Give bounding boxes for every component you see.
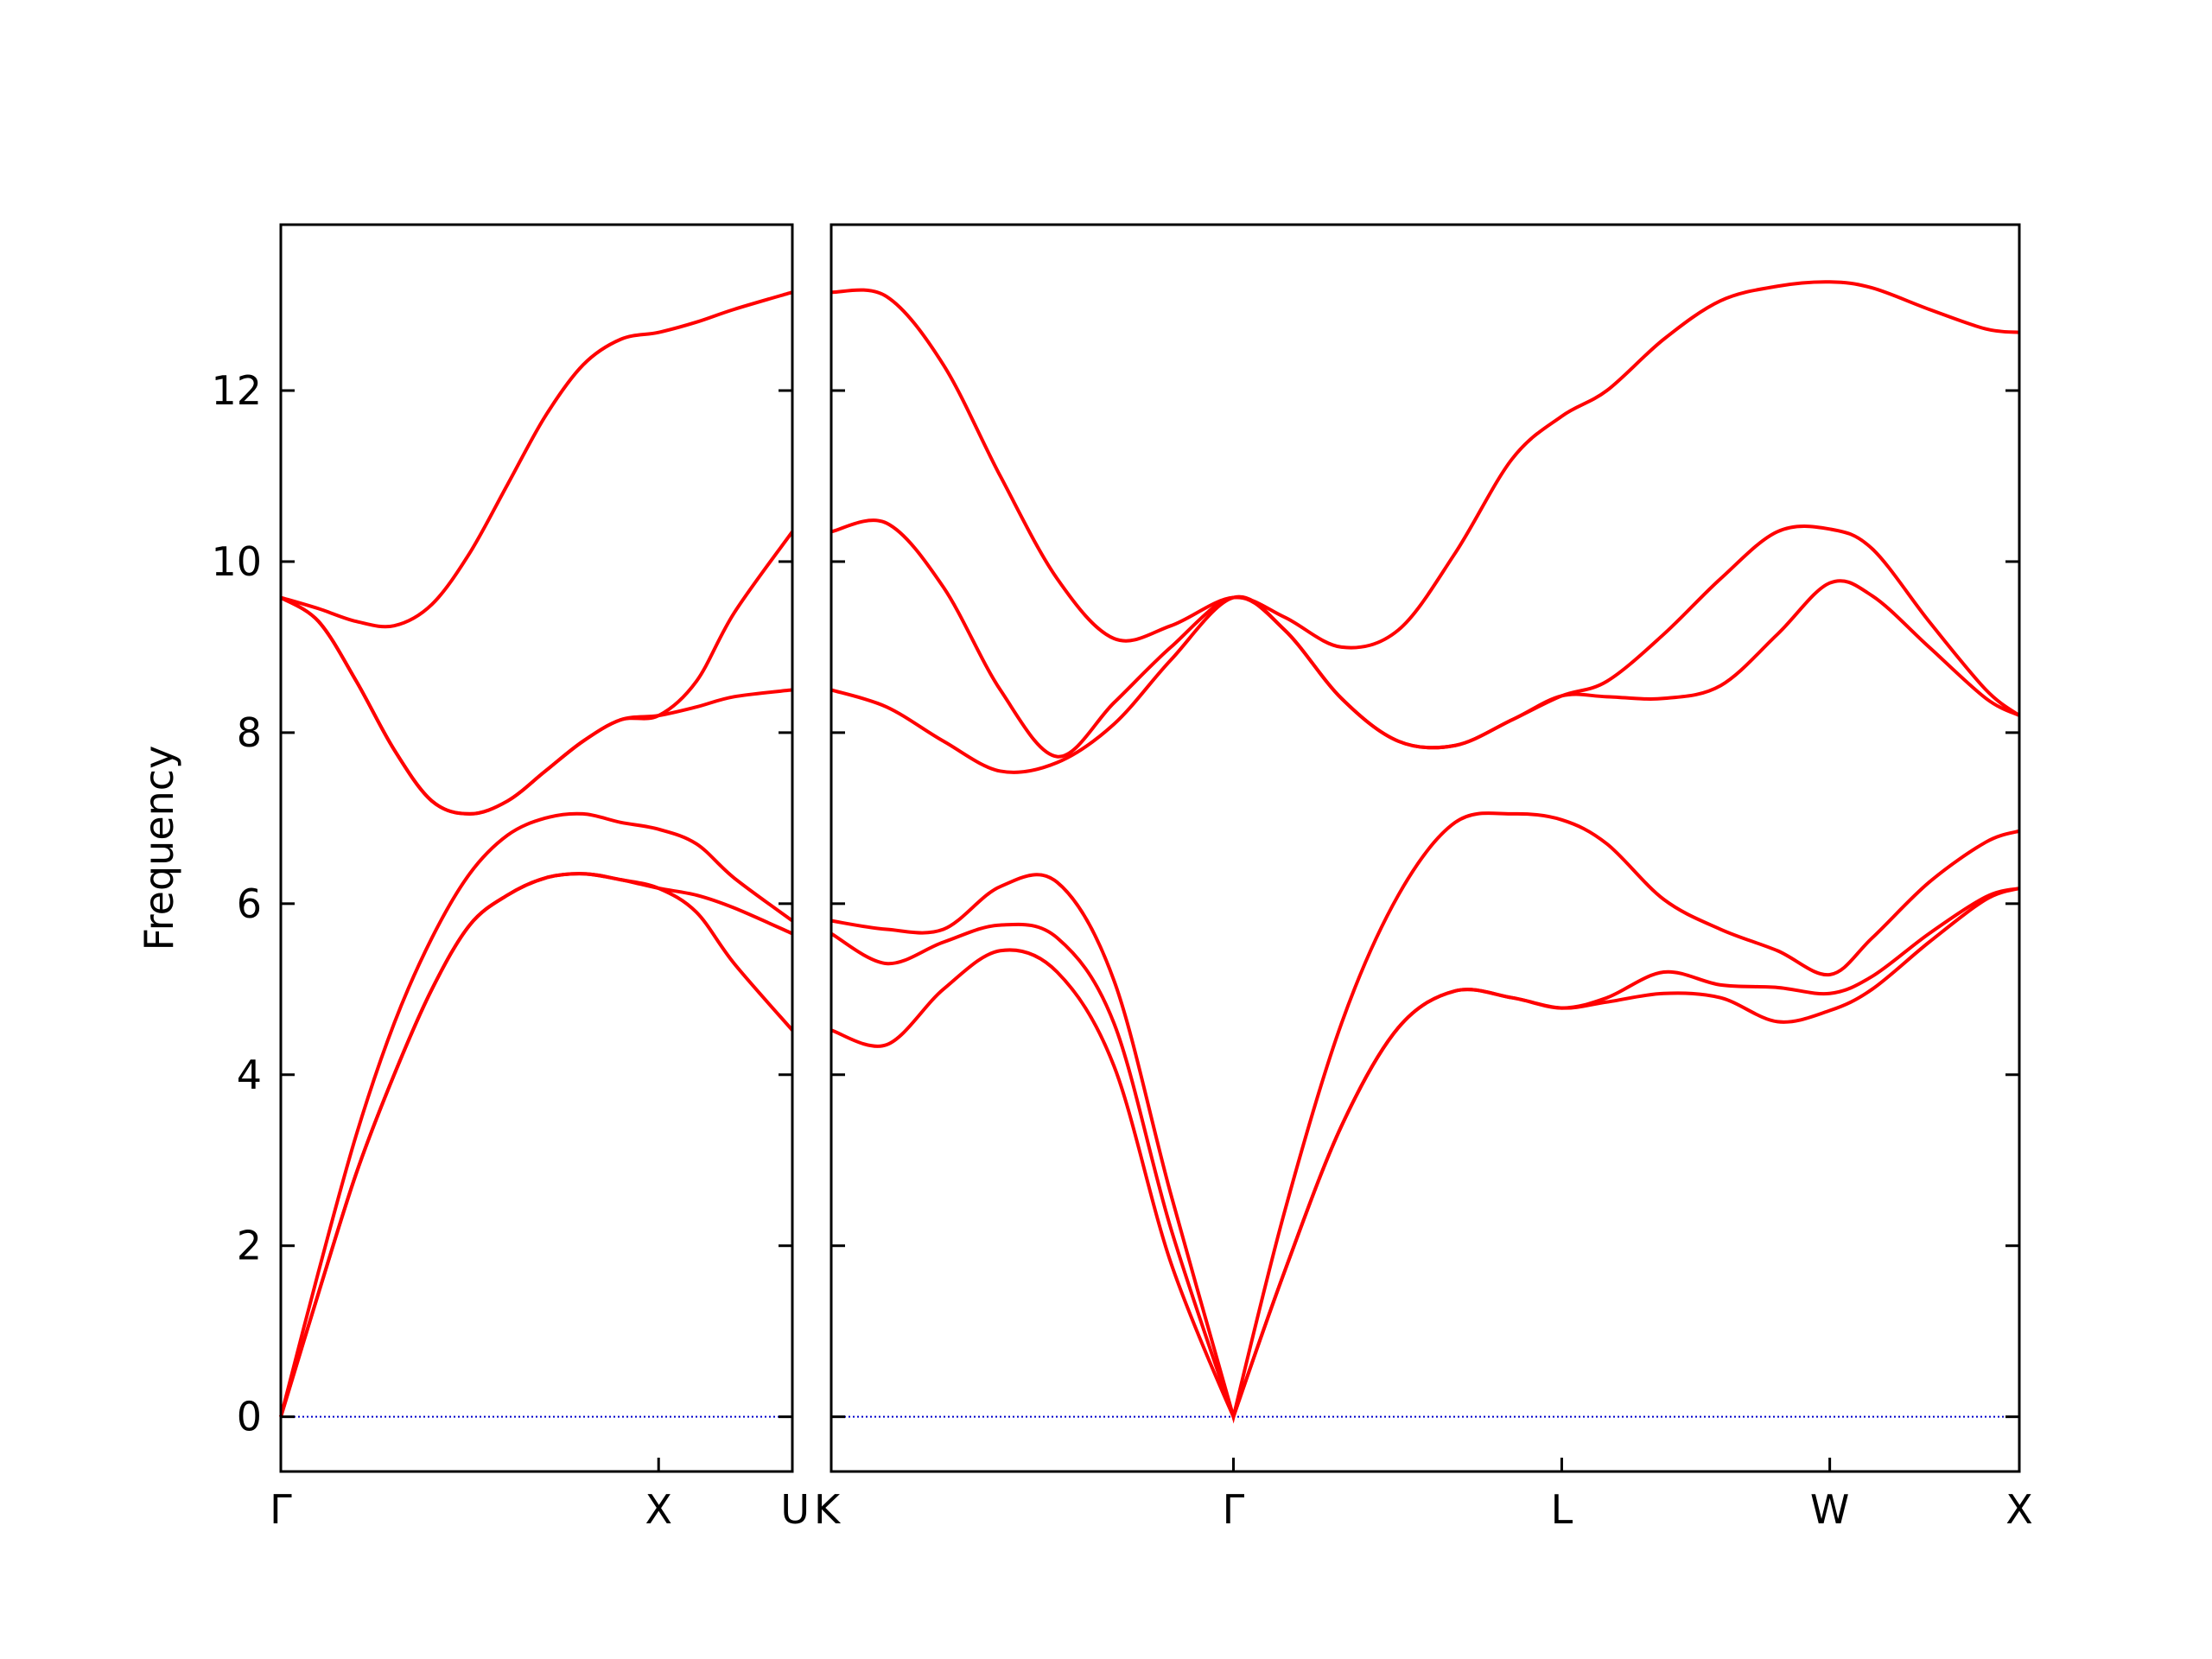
x-tick-label: Γ	[270, 1486, 292, 1533]
band-line	[830, 887, 2020, 1422]
y-tick-label: 8	[237, 709, 262, 756]
y-axis-label: Frequency	[136, 746, 182, 951]
y-tick-label: 0	[237, 1394, 262, 1440]
x-tick-label: K	[814, 1486, 842, 1533]
y-tick-label: 12	[211, 367, 262, 414]
y-tick-label: 6	[237, 880, 262, 927]
x-tick-label: Γ	[1223, 1486, 1245, 1533]
band-line	[830, 887, 2020, 1422]
band-line	[279, 872, 794, 1418]
band-line	[830, 518, 2021, 759]
x-tick-label: X	[645, 1486, 672, 1533]
plot-frame	[279, 223, 794, 1473]
y-tick-label: 4	[237, 1052, 262, 1098]
band-line	[830, 280, 2020, 650]
x-tick-label: X	[2005, 1486, 2033, 1533]
band-line	[830, 811, 2020, 1424]
plot-frame	[830, 223, 2021, 1473]
band-line	[279, 531, 794, 816]
band-line	[279, 595, 793, 816]
band-line	[830, 579, 2020, 774]
y-tick-label: 10	[211, 538, 262, 585]
band-line	[280, 290, 793, 629]
x-tick-label: L	[1551, 1486, 1573, 1533]
y-tick-label: 2	[237, 1223, 262, 1269]
x-tick-label: W	[1810, 1486, 1849, 1533]
band-line	[279, 811, 794, 1418]
band-line	[279, 872, 793, 1418]
x-tick-label: U	[780, 1486, 810, 1533]
